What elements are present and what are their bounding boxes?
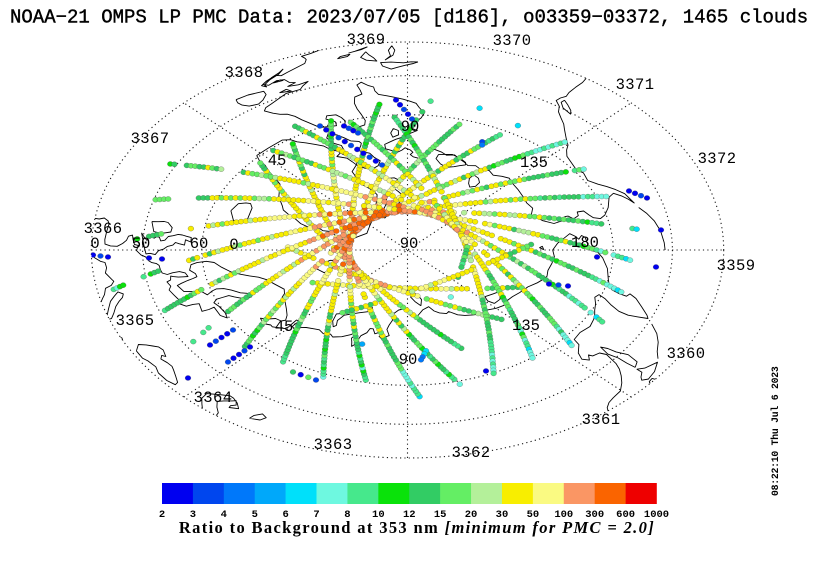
svg-text:180: 180 [571,234,599,252]
svg-text:45: 45 [268,152,287,170]
svg-text:3371: 3371 [616,76,655,94]
svg-text:50: 50 [527,509,540,521]
svg-text:1000: 1000 [644,509,669,521]
svg-text:3369: 3369 [347,31,386,49]
svg-text:100: 100 [554,509,573,521]
svg-text:5: 5 [252,509,258,521]
svg-text:3362: 3362 [452,444,491,462]
svg-text:3366: 3366 [84,220,123,238]
svg-text:3359: 3359 [717,257,756,275]
svg-text:135: 135 [512,317,540,335]
svg-text:12: 12 [403,509,416,521]
svg-text:3372: 3372 [698,150,737,168]
svg-text:135: 135 [520,154,548,172]
svg-text:3365: 3365 [116,312,155,330]
svg-text:6: 6 [282,509,288,521]
svg-text:3364: 3364 [194,389,233,407]
svg-text:3370: 3370 [493,32,532,50]
svg-text:90: 90 [401,118,420,136]
svg-text:3360: 3360 [667,345,706,363]
svg-text:3: 3 [190,509,196,521]
svg-text:10: 10 [372,509,385,521]
svg-text:4: 4 [221,509,227,521]
svg-text:600: 600 [616,509,635,521]
svg-text:15: 15 [434,509,447,521]
svg-text:50: 50 [132,235,151,253]
svg-text:0: 0 [229,236,238,254]
svg-text:3361: 3361 [582,411,621,429]
svg-text:8: 8 [344,509,350,521]
svg-text:30: 30 [496,509,509,521]
svg-text:0: 0 [90,235,99,253]
svg-text:90: 90 [400,235,419,253]
svg-text:3367: 3367 [131,130,170,148]
svg-text:45: 45 [275,318,294,336]
svg-text:300: 300 [585,509,604,521]
svg-text:20: 20 [465,509,478,521]
svg-text:08:22:10 Thu Jul 6 2023: 08:22:10 Thu Jul 6 2023 [770,366,781,496]
svg-text:2: 2 [159,509,165,521]
svg-text:Ratio to Background at 353 nm: Ratio to Background at 353 nm [minimum f… [179,518,655,537]
svg-text:60: 60 [190,235,209,253]
svg-text:NOAA−21 OMPS LP PMC Data: 2023: NOAA−21 OMPS LP PMC Data: 2023/07/05 [d1… [10,7,808,29]
svg-text:3363: 3363 [314,436,353,454]
svg-text:3368: 3368 [225,64,264,82]
svg-text:90: 90 [399,351,418,369]
svg-text:7: 7 [313,509,319,521]
